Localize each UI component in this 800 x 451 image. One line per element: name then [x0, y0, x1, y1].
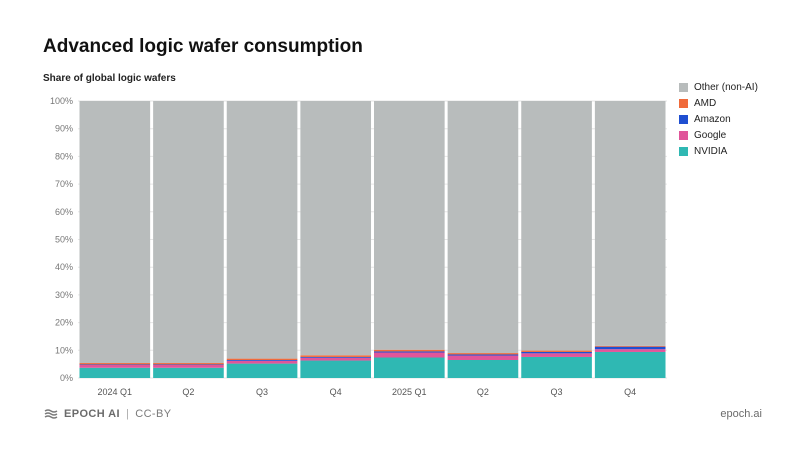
y-tick-label: 90%: [55, 124, 73, 134]
epoch-logo-icon: [44, 409, 58, 419]
bar-segment-nvidia: [153, 367, 224, 378]
x-tick-label: Q3: [256, 387, 268, 397]
bar-segment-amd: [447, 353, 519, 355]
bar-segment-amd: [79, 363, 151, 365]
bars-layer: [79, 101, 666, 378]
bar-segment-other-non-ai: [521, 101, 592, 351]
y-tick-label: 100%: [50, 96, 73, 106]
x-tick-label: Q2: [182, 387, 194, 397]
y-tick-label: 40%: [55, 262, 73, 272]
bar-segment-nvidia: [300, 360, 372, 378]
y-tick-label: 70%: [55, 179, 73, 189]
bar-segment-google: [153, 364, 224, 368]
y-tick-label: 10%: [55, 345, 73, 355]
bar-segment-amazon: [594, 346, 666, 350]
legend-label-amd: AMD: [694, 97, 717, 109]
bar-segment-amazon: [300, 356, 372, 358]
legend-label-nvidia: NVIDIA: [694, 145, 728, 157]
bar-segment-nvidia: [79, 367, 151, 378]
legend-item-nvidia: NVIDIA: [679, 143, 758, 159]
x-tick-label: Q2: [477, 387, 489, 397]
site-link[interactable]: epoch.ai: [720, 408, 762, 420]
chart-title: Advanced logic wafer consumption: [43, 36, 363, 57]
bar-segment-amazon: [374, 351, 445, 353]
legend-swatch-google: [679, 130, 688, 140]
bar-segment-other-non-ai: [79, 101, 151, 364]
legend-swatch-nvidia: [679, 146, 688, 156]
legend-swatch-amazon: [679, 114, 688, 124]
x-tick-label: Q4: [330, 387, 342, 397]
footer-separator: |: [125, 408, 130, 420]
y-tick-label: 50%: [55, 235, 73, 245]
bar-segment-nvidia: [521, 356, 592, 378]
bar-segment-other-non-ai: [447, 101, 519, 354]
bar-segment-other-non-ai: [594, 101, 666, 346]
bar-segment-amd: [226, 358, 298, 360]
x-tick-label: 2025 Q1: [392, 387, 427, 397]
bar-segment-other-non-ai: [374, 101, 445, 350]
bar-segment-google: [226, 360, 298, 364]
bar-segment-amd: [153, 363, 224, 365]
bar-segment-other-non-ai: [153, 101, 224, 364]
bar-segment-amd: [521, 350, 592, 352]
bar-segment-nvidia: [447, 360, 519, 378]
bar-segment-amazon: [226, 360, 298, 361]
y-tick-label: 20%: [55, 318, 73, 328]
x-tick-label: Q4: [624, 387, 636, 397]
x-tick-label: Q3: [551, 387, 563, 397]
footer-attribution: EPOCH AI | CC-BY: [44, 408, 171, 420]
bar-segment-nvidia: [594, 351, 666, 378]
bar-segment-amazon: [521, 351, 592, 354]
bar-segment-other-non-ai: [300, 101, 372, 356]
bar-segment-google: [374, 352, 445, 358]
x-axis-ticks: 2024 Q1 Q2 Q3 Q4 2025 Q1 Q2 Q3 Q4: [98, 387, 637, 397]
chart-subtitle: Share of global logic wafers: [43, 73, 176, 84]
y-tick-label: 60%: [55, 207, 73, 217]
y-tick-label: 30%: [55, 290, 73, 300]
license-label: CC-BY: [135, 408, 172, 420]
legend-item-amd: AMD: [679, 95, 758, 111]
bar-segment-google: [594, 349, 666, 352]
y-tick-label: 80%: [55, 151, 73, 161]
bar-segment-amazon: [79, 364, 151, 365]
bar-segment-amazon: [153, 364, 224, 365]
legend-label-amazon: Amazon: [694, 113, 731, 125]
bar-segment-amd: [594, 345, 666, 347]
legend-swatch-amd: [679, 98, 688, 108]
bar-segment-other-non-ai: [226, 101, 298, 359]
legend-item-amazon: Amazon: [679, 111, 758, 127]
bar-segment-google: [447, 355, 519, 360]
y-tick-label: 0%: [60, 373, 73, 383]
legend-item-google: Google: [679, 127, 758, 143]
bar-segment-google: [79, 364, 151, 368]
legend-label-google: Google: [694, 129, 727, 141]
x-tick-label: 2024 Q1: [98, 387, 133, 397]
bar-segment-amd: [374, 349, 445, 352]
y-axis-ticks: 0% 10% 20% 30% 40% 50% 60% 70% 80% 90% 100%: [50, 96, 73, 383]
legend-swatch-other: [679, 82, 688, 92]
legend-label-other: Other (non-AI): [694, 81, 758, 93]
bar-segment-amazon: [447, 354, 519, 356]
legend: Other (non-AI) AMD Amazon Google NVIDIA: [679, 79, 758, 159]
bar-segment-nvidia: [226, 363, 298, 378]
bar-segment-google: [521, 353, 592, 357]
legend-item-other: Other (non-AI): [679, 79, 758, 95]
bar-segment-google: [300, 357, 372, 361]
bar-segment-nvidia: [374, 357, 445, 378]
brand-name: EPOCH AI: [64, 408, 120, 420]
bar-segment-amd: [300, 355, 372, 357]
